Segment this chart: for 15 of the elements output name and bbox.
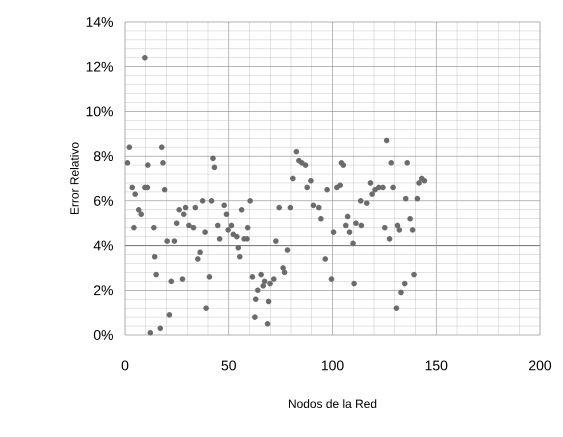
x-tick-label: 200 bbox=[529, 360, 552, 370]
x-tick-label: 50 bbox=[222, 360, 236, 370]
y-tick-label: 0% bbox=[94, 330, 113, 340]
y-tick-label: 10% bbox=[86, 106, 113, 116]
x-tick-label: 0 bbox=[122, 360, 128, 370]
y-tick-label: 2% bbox=[94, 285, 113, 296]
x-tick-label: 150 bbox=[426, 360, 448, 370]
y-tick-label: 8% bbox=[94, 151, 113, 162]
y-tick-label: 12% bbox=[86, 62, 113, 72]
y-tick-label: 4% bbox=[94, 240, 113, 250]
y-axis-title: Error Relativo bbox=[70, 142, 79, 214]
x-axis-title: Nodos de la Red bbox=[288, 399, 376, 408]
y-tick-label: 6% bbox=[94, 196, 113, 206]
x-tick-label: 100 bbox=[322, 360, 344, 370]
y-tick-label: 14% bbox=[86, 17, 113, 27]
